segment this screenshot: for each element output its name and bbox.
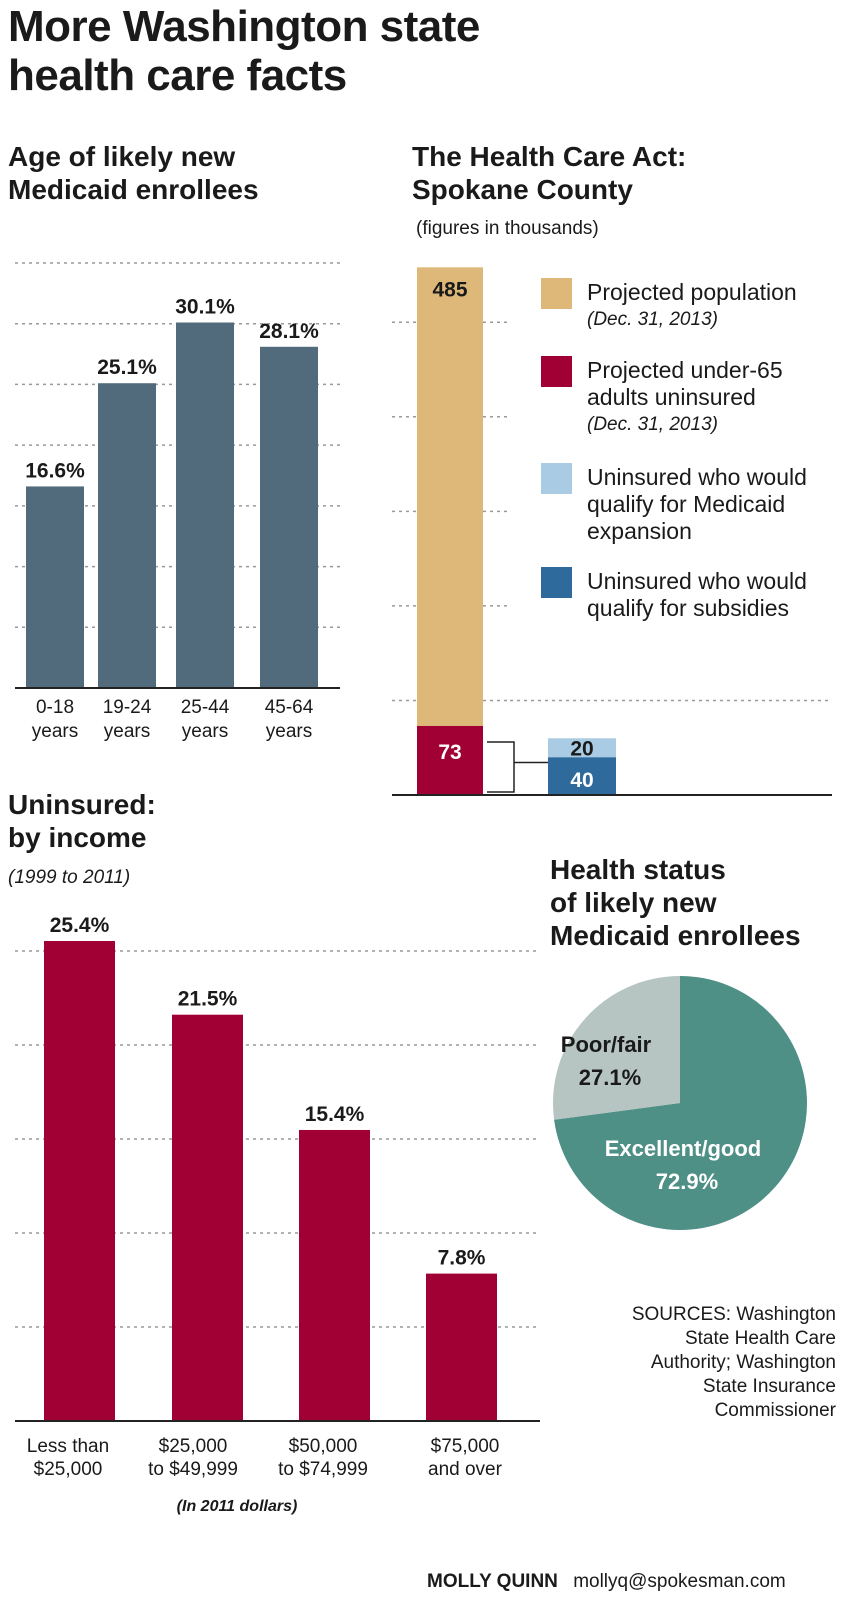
income-bar [44, 941, 115, 1421]
age-bar [260, 346, 318, 688]
uninsured-bar [417, 725, 483, 795]
income-tick-label: Less than [27, 1436, 109, 1457]
age-tick-label: 19-24 [103, 697, 152, 718]
page-title-line1: More Washington state [8, 2, 480, 51]
page-title: More Washington state health care facts [8, 2, 480, 100]
age-bar-value-label: 25.1% [97, 356, 157, 379]
income-bar-value-label: 25.4% [50, 914, 110, 937]
health-chart-title: Health status of likely new Medicaid enr… [550, 853, 801, 952]
uninsured-value-label: 73 [438, 741, 461, 764]
pie-label-excellent-good: Excellent/good [605, 1136, 761, 1161]
pie-label-poor-fair: Poor/fair [561, 1032, 652, 1057]
legend-label-uninsured-line2: adults uninsured [587, 384, 756, 410]
income-bar [299, 1129, 370, 1421]
age-tick-label: years [32, 721, 78, 742]
legend-label-medicaid-line3: expansion [587, 518, 692, 544]
health-chart-title-line3: Medicaid enrollees [550, 920, 801, 951]
legend-sub-uninsured: (Dec. 31, 2013) [587, 414, 718, 435]
income-tick-label: $75,000 [431, 1436, 500, 1457]
age-bar [98, 383, 156, 688]
age-bar-value-label: 30.1% [175, 296, 235, 319]
income-bar-value-label: 15.4% [305, 1103, 365, 1126]
income-tick-label: and over [428, 1459, 503, 1480]
age-tick-label: years [266, 721, 312, 742]
legend-item-medicaid: Uninsured who would qualify for Medicaid… [587, 464, 807, 545]
legend-label-medicaid-line1: Uninsured who would [587, 464, 807, 490]
age-tick-label: 25-44 [181, 697, 230, 718]
age-chart-title: Age of likely new Medicaid enrollees [8, 140, 259, 206]
pie-value-excellent-good: 72.9% [656, 1169, 718, 1194]
sources-line: Authority; Washington [650, 1352, 836, 1373]
age-chart-title-line1: Age of likely new [8, 141, 236, 172]
medicaid-bar [548, 738, 616, 758]
sources-note: SOURCES: Washington State Health Care Au… [632, 1303, 836, 1423]
credit-name: MOLLY QUINN [427, 1571, 558, 1592]
legend-item-subsidies: Uninsured who would qualify for subsidie… [587, 568, 807, 622]
age-bar [176, 322, 234, 688]
income-footnote: (In 2011 dollars) [177, 1498, 298, 1515]
legend-swatch-uninsured [541, 356, 572, 387]
legend-swatch-subsidies [541, 567, 572, 598]
income-bar-value-label: 7.8% [438, 1247, 486, 1270]
sources-line: Commissioner [714, 1400, 836, 1421]
income-bar [172, 1014, 243, 1421]
page-title-line2: health care facts [8, 51, 347, 100]
income-tick-label: $25,000 [159, 1436, 228, 1457]
legend-swatch-medicaid [541, 463, 572, 494]
spokane-chart-title: The Health Care Act: Spokane County [412, 140, 686, 206]
pie-slice-excellent-good [554, 976, 807, 1231]
health-chart-title-line2: of likely new [550, 887, 717, 918]
credit-line: MOLLY QUINN mollyq@spokesman.com [427, 1571, 786, 1593]
subsidies-value-label: 40 [570, 769, 593, 792]
income-tick-label: $25,000 [34, 1459, 103, 1480]
age-bar-value-label: 16.6% [25, 459, 85, 482]
spokane-chart-title-line1: The Health Care Act: [412, 141, 687, 172]
legend-item-population: Projected population (Dec. 31, 2013) [587, 279, 797, 333]
subsidies-bar [548, 757, 616, 795]
age-tick-label: years [104, 721, 150, 742]
medicaid-value-label: 20 [570, 737, 593, 760]
income-chart-title-line1: Uninsured: [8, 789, 156, 820]
income-chart-title-line2: by income [8, 822, 147, 853]
pie-slice-poor-fair [553, 976, 680, 1120]
legend-label-subsidies-line1: Uninsured who would [587, 568, 807, 594]
legend-swatch-population [541, 278, 572, 309]
age-chart-title-line2: Medicaid enrollees [8, 174, 259, 205]
age-tick-label: 45-64 [265, 697, 314, 718]
income-chart-title: Uninsured: by income [8, 788, 156, 854]
population-value-label: 485 [432, 278, 467, 301]
income-tick-label: to $74,999 [278, 1459, 368, 1480]
legend-sub-population: (Dec. 31, 2013) [587, 309, 718, 330]
spokane-units-note: (figures in thousands) [416, 218, 599, 239]
bracket-connector [487, 741, 515, 793]
sources-line: State Health Care [684, 1328, 836, 1349]
age-tick-label: years [182, 721, 228, 742]
income-tick-label: to $49,999 [148, 1459, 238, 1480]
sources-line: SOURCES: Washington [631, 1304, 836, 1325]
spokane-chart-title-line2: Spokane County [412, 174, 633, 205]
legend-label-uninsured-line1: Projected under-65 [587, 357, 783, 383]
pie-value-poor-fair: 27.1% [579, 1065, 641, 1090]
legend-label-population: Projected population [587, 279, 797, 305]
age-tick-label: 0-18 [36, 697, 74, 718]
population-bar [417, 267, 483, 726]
health-chart-title-line1: Health status [550, 854, 726, 885]
legend-label-subsidies-line2: qualify for subsidies [587, 595, 789, 621]
income-bar [426, 1273, 497, 1421]
legend-item-uninsured: Projected under-65 adults uninsured (Dec… [587, 357, 783, 438]
income-period-note: (1999 to 2011) [8, 867, 131, 888]
income-bar-value-label: 21.5% [178, 988, 238, 1011]
age-bar-value-label: 28.1% [259, 320, 319, 343]
income-tick-label: $50,000 [289, 1436, 358, 1457]
credit-email: mollyq@spokesman.com [573, 1571, 786, 1592]
age-bar [26, 486, 84, 688]
legend-label-medicaid-line2: qualify for Medicaid [587, 491, 786, 517]
sources-line: State Insurance [702, 1376, 836, 1397]
